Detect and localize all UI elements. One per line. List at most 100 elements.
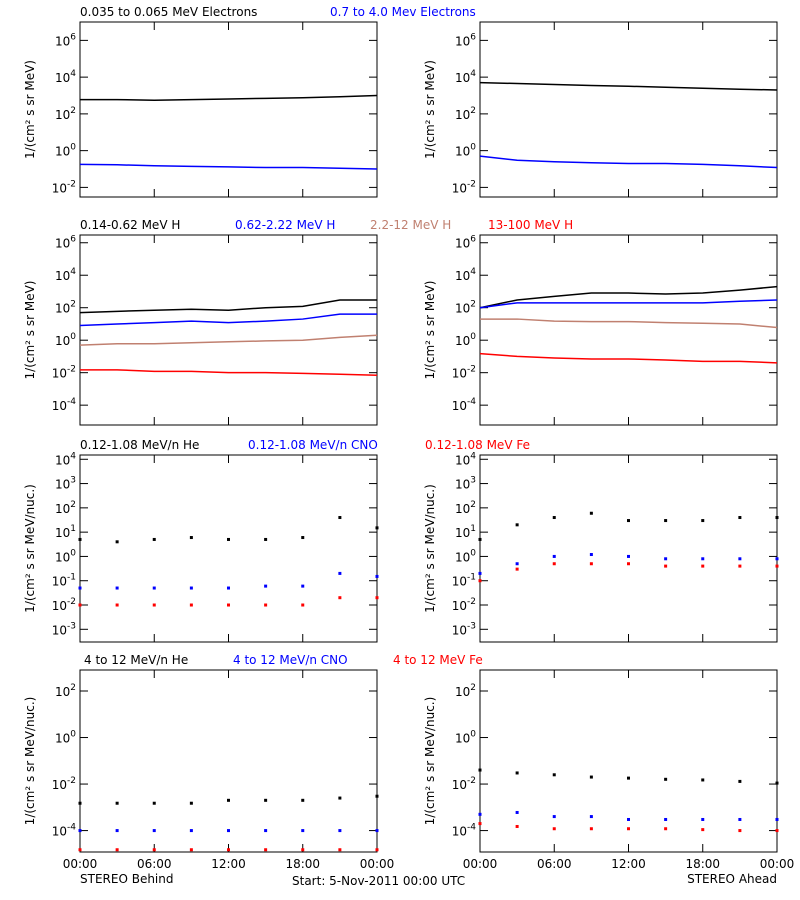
y-axis-label: 1/(cm² s sr MeV) [23,60,37,159]
data-point [78,586,82,590]
legend-entry: 0.12-1.08 MeV Fe [425,438,530,452]
data-point [775,557,779,561]
data-point [775,564,779,568]
y-tick-label: 106 [455,32,476,48]
data-point [589,553,593,557]
plot-frame [479,669,778,853]
plot-frame [79,21,378,198]
legend-entry: 0.12-1.08 MeV/n CNO [248,438,378,452]
data-point [78,801,82,805]
data-point [775,817,779,821]
data-point [589,827,593,831]
data-point [338,516,342,520]
data-point [552,554,556,558]
y-tick-label: 10-3 [452,621,476,637]
data-point [515,523,519,527]
data-point [338,829,342,833]
data-point [301,584,305,588]
y-tick-label: 106 [55,235,76,251]
plot-frame [79,234,378,426]
y-tick-label: 10-3 [52,621,76,637]
y-tick-label: 10-2 [52,776,76,792]
data-point [701,519,705,523]
data-point [478,537,482,541]
series-line [80,94,378,102]
data-point [301,603,305,607]
legend-entry: 0.7 to 4.0 Mev Electrons [330,5,476,19]
data-point [775,829,779,833]
data-point [627,554,630,558]
data-point [78,537,82,541]
data-point [627,519,630,523]
data-point [515,567,519,571]
y-tick-label: 106 [55,32,76,48]
y-tick-label: 10-2 [452,597,476,613]
data-point [152,603,156,607]
data-point [189,848,193,852]
legend-entry: 0.12-1.08 MeV/n He [80,438,199,452]
data-point [227,603,230,607]
data-point [338,571,342,575]
y-tick-label: 100 [55,332,76,348]
data-point [227,848,230,852]
y-tick-label: 100 [455,548,476,564]
y-tick-label: 10-1 [452,573,476,589]
y-axis-label: 1/(cm² s sr MeV/nuc.) [23,697,37,826]
data-point [627,827,630,831]
data-point [478,571,482,575]
series-line [79,313,377,327]
series-line [79,299,377,314]
y-tick-label: 10-2 [52,597,76,613]
y-tick-label: 100 [55,730,76,746]
y-tick-label: 100 [455,143,476,159]
data-point [515,562,519,566]
series-line [479,81,778,91]
plot-frame [79,454,378,643]
data-point [738,516,742,520]
data-point [738,817,742,821]
series-line [480,318,778,329]
series-line [479,352,778,364]
data-point [227,798,230,802]
data-point [264,829,268,833]
y-tick-label: 104 [55,267,76,283]
y-tick-label: 106 [455,235,476,251]
data-point [552,562,556,566]
y-tick-label: 10-4 [52,823,77,839]
data-point [375,526,379,530]
series-line [79,163,378,170]
legend-entry: 4 to 12 MeV/n CNO [233,653,348,667]
y-tick-label: 10-2 [452,776,476,792]
data-point [152,801,156,805]
series-line [79,334,378,346]
series-line [479,299,778,309]
y-axis-label: 1/(cm² s sr MeV/nuc.) [23,484,37,613]
series-line [479,285,778,309]
data-point [301,829,305,833]
data-point [189,801,193,805]
data-point [264,848,268,852]
y-axis-label: 1/(cm² s sr MeV) [423,281,437,380]
legend-entry: 0.14-0.62 MeV H [80,218,180,232]
x-tick-label: 18:00 [685,857,720,871]
y-tick-label: 102 [455,683,476,699]
data-point [701,828,705,832]
y-axis-label: 1/(cm² s sr MeV) [23,281,37,380]
data-point [738,829,742,833]
legend-entry: 4 to 12 MeV/n He [84,653,188,667]
y-tick-label: 104 [55,451,76,467]
data-point [152,848,156,852]
y-tick-label: 103 [55,476,76,492]
y-axis-label: 1/(cm² s sr MeV) [423,60,437,159]
y-tick-label: 10-2 [452,365,476,381]
y-tick-label: 102 [455,106,476,122]
y-tick-label: 10-2 [52,365,76,381]
data-point [589,562,593,566]
y-tick-label: 10-1 [52,573,76,589]
y-tick-label: 104 [455,267,476,283]
data-point [552,773,556,777]
y-tick-label: 102 [55,106,76,122]
data-point [738,557,742,561]
y-tick-label: 102 [55,683,76,699]
